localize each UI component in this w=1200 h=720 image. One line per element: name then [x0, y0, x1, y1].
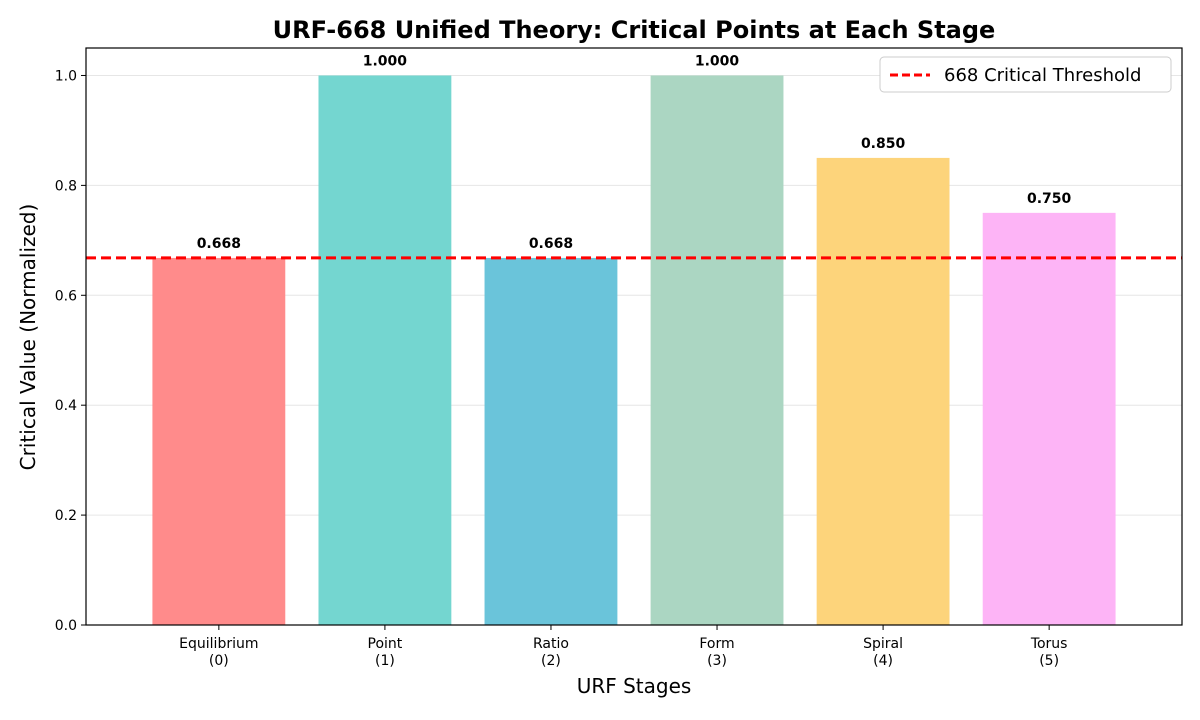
x-tick-label: (2) [541, 653, 561, 669]
bar-spiral [816, 157, 950, 625]
bar-value-label: 0.850 [861, 136, 906, 152]
x-tick-label: Torus [1030, 636, 1068, 652]
x-tick-label: (3) [707, 653, 727, 669]
y-tick-label: 1.0 [55, 68, 77, 84]
bar-value-label: 1.000 [363, 53, 408, 69]
y-tick-label: 0.6 [55, 288, 77, 304]
bar-value-labels: 0.668 1.000 0.668 1.000 0.850 0.750 [197, 53, 1072, 251]
x-axis-ticks: Equilibrium(0) Point(1) Ratio(2) Form(3) Spi… [179, 625, 1067, 669]
chart-title: URF-668 Unified Theory: Critical Points … [273, 16, 996, 44]
bar-value-label: 0.668 [197, 236, 241, 252]
y-tick-label: 0.4 [55, 398, 77, 414]
x-tick-label: Ratio [533, 636, 569, 652]
bar-value-label: 0.750 [1027, 191, 1072, 207]
bars [152, 75, 1116, 625]
bar-torus [982, 212, 1116, 625]
y-axis-label: Critical Value (Normalized) [16, 204, 40, 471]
x-axis-label: URF Stages [577, 674, 692, 698]
bar-value-label: 0.668 [529, 236, 573, 252]
bar-value-label: 1.000 [695, 53, 740, 69]
x-tick-label: (0) [209, 653, 229, 669]
bar-ratio [484, 257, 618, 625]
x-tick-label: (4) [873, 653, 893, 669]
x-tick-label: (1) [375, 653, 395, 669]
x-tick-label: Spiral [863, 636, 903, 652]
plot-frame [85, 47, 1183, 626]
legend-box [879, 56, 1172, 93]
legend-threshold-label: 668 Critical Threshold [944, 65, 1141, 86]
y-axis-ticks: 0.0 0.2 0.4 0.6 0.8 1.0 [55, 68, 86, 634]
y-tick-label: 0.8 [55, 178, 77, 194]
x-tick-label: (5) [1039, 653, 1059, 669]
x-tick-label: Equilibrium [179, 636, 258, 652]
bar-point [318, 75, 452, 625]
y-tick-label: 0.2 [55, 508, 77, 524]
x-tick-label: Form [699, 636, 734, 652]
x-tick-label: Point [368, 636, 403, 652]
legend: 668 Critical Threshold [879, 56, 1172, 93]
bar-equilibrium [152, 257, 286, 625]
y-tick-label: 0.0 [55, 618, 77, 634]
bar-form [650, 75, 784, 625]
